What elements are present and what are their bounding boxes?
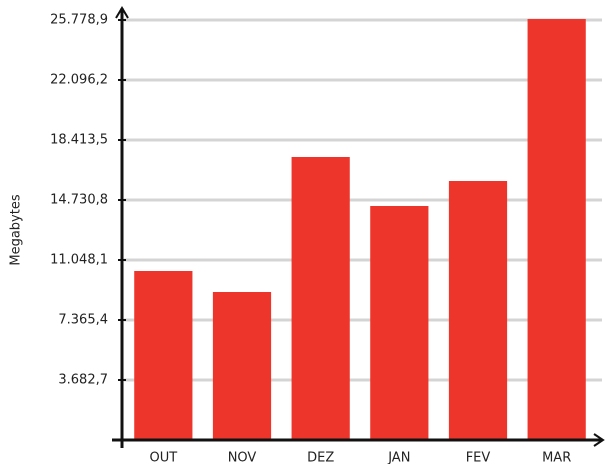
x-tick-label: JAN — [387, 451, 410, 465]
x-tick-label: MAR — [542, 451, 571, 465]
y-axis-label: Megabytes — [9, 194, 24, 265]
y-tick-label: 11.048,1 — [50, 253, 108, 268]
y-tick-label: 7.365,4 — [58, 313, 108, 328]
bar — [370, 205, 429, 440]
bar — [134, 270, 193, 440]
y-tick-label: 14.730,8 — [50, 193, 108, 208]
bar — [212, 292, 272, 440]
y-tick-label: 3.682,7 — [58, 373, 108, 388]
y-axis-arrow — [115, 6, 129, 19]
bar — [448, 181, 508, 440]
bar — [291, 157, 350, 441]
x-tick-label: NOV — [228, 451, 257, 465]
y-tick-label: 18.413,5 — [50, 133, 108, 148]
x-axis-arrow — [593, 433, 605, 447]
bar — [527, 19, 586, 441]
y-tick-label: 25.778,9 — [50, 13, 108, 28]
x-tick-label: FEV — [466, 451, 491, 465]
x-tick-label: OUT — [149, 451, 177, 465]
y-tick-label: 22.096,2 — [50, 73, 108, 88]
x-tick-label: DEZ — [307, 451, 334, 465]
